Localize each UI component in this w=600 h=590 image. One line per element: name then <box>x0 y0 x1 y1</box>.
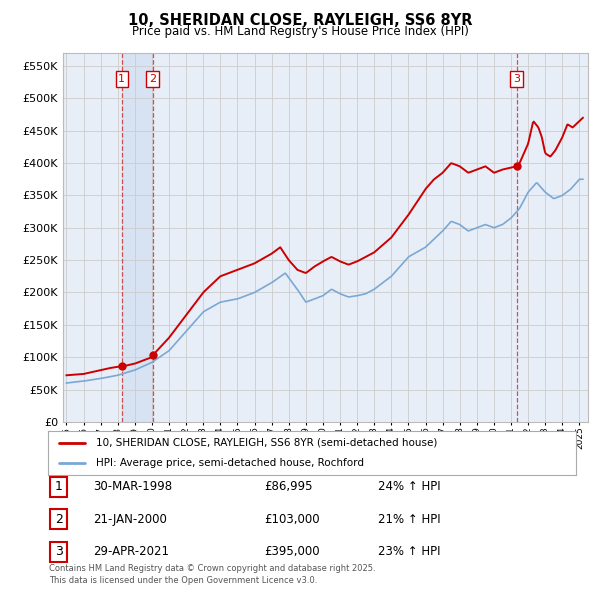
Text: HPI: Average price, semi-detached house, Rochford: HPI: Average price, semi-detached house,… <box>95 458 364 468</box>
Text: 2: 2 <box>55 513 63 526</box>
Text: £86,995: £86,995 <box>264 480 313 493</box>
Text: 21-JAN-2000: 21-JAN-2000 <box>93 513 167 526</box>
Text: 23% ↑ HPI: 23% ↑ HPI <box>378 545 440 558</box>
Bar <box>122 53 153 422</box>
Text: 21% ↑ HPI: 21% ↑ HPI <box>378 513 440 526</box>
Text: 30-MAR-1998: 30-MAR-1998 <box>93 480 172 493</box>
Text: Price paid vs. HM Land Registry's House Price Index (HPI): Price paid vs. HM Land Registry's House … <box>131 25 469 38</box>
Text: 10, SHERIDAN CLOSE, RAYLEIGH, SS6 8YR (semi-detached house): 10, SHERIDAN CLOSE, RAYLEIGH, SS6 8YR (s… <box>95 438 437 448</box>
Text: 3: 3 <box>55 545 63 558</box>
Text: 29-APR-2021: 29-APR-2021 <box>93 545 169 558</box>
Text: 24% ↑ HPI: 24% ↑ HPI <box>378 480 440 493</box>
Text: 3: 3 <box>513 74 520 84</box>
Text: £103,000: £103,000 <box>264 513 320 526</box>
Text: 10, SHERIDAN CLOSE, RAYLEIGH, SS6 8YR: 10, SHERIDAN CLOSE, RAYLEIGH, SS6 8YR <box>128 13 472 28</box>
Text: 1: 1 <box>55 480 63 493</box>
Text: Contains HM Land Registry data © Crown copyright and database right 2025.
This d: Contains HM Land Registry data © Crown c… <box>49 565 376 585</box>
Text: 1: 1 <box>118 74 125 84</box>
Text: 2: 2 <box>149 74 157 84</box>
Text: £395,000: £395,000 <box>264 545 320 558</box>
